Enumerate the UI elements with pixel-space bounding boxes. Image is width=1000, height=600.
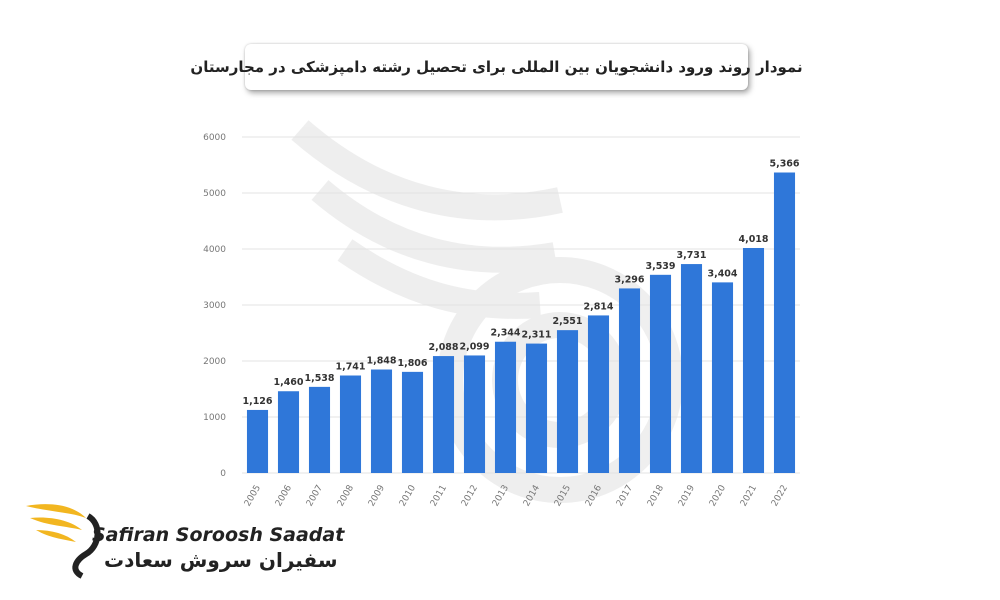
bar-2011 <box>432 356 455 473</box>
bar-2010 <box>401 371 424 473</box>
bar-2022 <box>773 172 796 473</box>
data-label-2020: 3,404 <box>707 268 737 279</box>
x-tick-label: 2013 <box>491 484 511 509</box>
data-label-2007: 1,538 <box>304 373 334 384</box>
bar-2005 <box>246 409 269 473</box>
data-label-2015: 2,551 <box>552 316 582 327</box>
data-label-2017: 3,296 <box>614 274 644 285</box>
y-tick-label: 6000 <box>203 133 226 143</box>
bar-2013 <box>494 341 517 473</box>
data-label-2016: 2,814 <box>583 301 613 312</box>
bar-2021 <box>742 247 765 473</box>
x-tick-label: 2018 <box>646 483 666 508</box>
y-tick-label: 3000 <box>203 301 226 311</box>
data-label-2005: 1,126 <box>242 396 272 407</box>
bar-2008 <box>339 375 362 473</box>
x-tick-label: 2011 <box>429 484 449 509</box>
x-tick-label: 2021 <box>739 484 759 509</box>
brand-name: Safiran Soroosh Saadat <box>92 524 345 546</box>
x-tick-label: 2022 <box>770 484 790 509</box>
y-tick-label: 4000 <box>203 245 226 255</box>
x-tick-label: 2020 <box>708 483 728 508</box>
x-tick-label: 2012 <box>460 484 480 509</box>
data-label-2013: 2,344 <box>490 328 520 339</box>
bar-2009 <box>370 369 393 473</box>
y-tick-label: 1000 <box>203 413 226 423</box>
golden-wing-icon <box>26 504 101 579</box>
bar-2018 <box>649 274 672 473</box>
data-label-2021: 4,018 <box>738 234 768 245</box>
data-label-2009: 1,848 <box>366 356 396 367</box>
data-label-2008: 1,741 <box>335 362 365 373</box>
x-tick-label: 2010 <box>398 483 418 508</box>
brand-logo: Safiran Soroosh Saadat سفیران سروش سعادت <box>20 494 344 584</box>
data-label-2018: 3,539 <box>645 261 675 272</box>
bar-2007 <box>308 386 331 473</box>
chart-title-box: نمودار روند ورود دانشجویان بین المللی بر… <box>190 44 803 90</box>
bar-2017 <box>618 288 641 473</box>
data-label-2012: 2,099 <box>459 341 489 352</box>
data-label-2022: 5,366 <box>769 159 799 170</box>
bar-2012 <box>463 355 486 473</box>
bar-2014 <box>525 343 548 473</box>
bar-2019 <box>680 264 703 473</box>
brand-name-fa: سفیران سروش سعادت <box>104 548 338 572</box>
chart-title: نمودار روند ورود دانشجویان بین المللی بر… <box>190 58 803 76</box>
data-label-2010: 1,806 <box>397 358 427 369</box>
bar-2006 <box>277 391 300 473</box>
y-tick-label: 5000 <box>203 189 226 199</box>
data-label-2014: 2,311 <box>521 330 551 341</box>
y-tick-label: 2000 <box>203 357 226 367</box>
x-tick-label: 2008 <box>336 483 356 508</box>
bar-2020 <box>711 282 734 473</box>
x-tick-label: 2019 <box>677 483 697 508</box>
data-label-2006: 1,460 <box>273 377 303 388</box>
bar-2016 <box>587 315 610 473</box>
bar-2015 <box>556 330 579 473</box>
y-tick-label: 0 <box>220 469 226 479</box>
data-label-2019: 3,731 <box>676 250 706 261</box>
data-label-2011: 2,088 <box>428 342 458 353</box>
x-tick-label: 2009 <box>367 483 387 508</box>
